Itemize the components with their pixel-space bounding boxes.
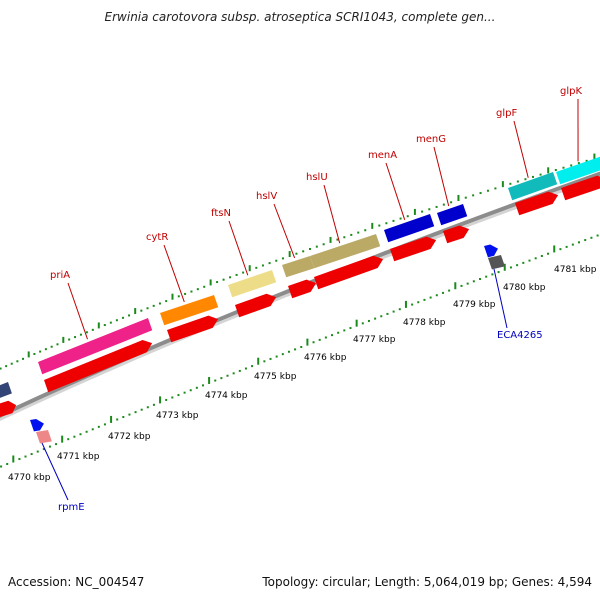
partial-cds-arrow bbox=[0, 400, 17, 418]
gene-label: priA bbox=[50, 270, 70, 281]
cds-arrow bbox=[288, 279, 317, 299]
scale-label: 4770 kbp bbox=[8, 473, 51, 483]
cds-arrow bbox=[515, 191, 559, 216]
scale-label: 4775 kbp bbox=[254, 372, 297, 382]
gene-label-leader bbox=[67, 282, 88, 340]
gene-label-leader bbox=[273, 203, 296, 259]
gene-feature-layer bbox=[0, 156, 600, 444]
cds-arrow bbox=[561, 175, 600, 201]
gene-label-layer: priA cytR ftsN hslV hslU menA menG glpF glpK rpmE… bbox=[41, 86, 582, 513]
scale-label-layer: 4770 kbp 4771 kbp 4772 kbp 4773 kbp 4774 kbp… bbox=[8, 265, 597, 483]
tick-layer bbox=[0, 153, 599, 468]
backbone-shadow bbox=[0, 172, 600, 421]
bottom-gene-box bbox=[36, 430, 52, 444]
partial-gene-box bbox=[0, 382, 12, 398]
bottom-strand-arrow bbox=[484, 244, 498, 258]
gene-label: menG bbox=[416, 134, 446, 145]
cds-arrow bbox=[443, 225, 470, 244]
cds-arrow bbox=[44, 340, 153, 393]
gene-box bbox=[508, 172, 558, 201]
gene-box bbox=[38, 318, 153, 375]
scale-label: 4778 kbp bbox=[403, 318, 446, 328]
gene-label: menA bbox=[368, 150, 397, 161]
cds-arrow bbox=[390, 236, 437, 262]
gene-label: hslU bbox=[306, 172, 328, 183]
gene-label: ftsN bbox=[211, 208, 231, 219]
gene-label-leader bbox=[163, 244, 185, 303]
gene-box bbox=[384, 214, 435, 243]
scale-label: 4776 kbp bbox=[304, 353, 347, 363]
cds-arrow bbox=[235, 293, 277, 318]
backbone-line bbox=[0, 171, 600, 418]
bottom-label-leader bbox=[41, 442, 69, 501]
gene-label-leader bbox=[385, 162, 406, 220]
map-title: Erwinia carotovora subsp. atroseptica SC… bbox=[104, 10, 496, 24]
bottom-strand-arrow bbox=[30, 418, 44, 432]
gene-label: hslV bbox=[256, 191, 277, 202]
bottom-label-leader bbox=[493, 268, 508, 329]
gene-label-leader bbox=[433, 146, 450, 207]
scale-label: 4772 kbp bbox=[108, 432, 151, 442]
gene-label: glpK bbox=[560, 86, 582, 97]
scale-label: 4777 kbp bbox=[353, 335, 396, 345]
gene-label-leader bbox=[228, 220, 249, 276]
bottom-gene-label: ECA4265 bbox=[497, 330, 543, 341]
bottom-gene-label: rpmE bbox=[58, 502, 85, 513]
cds-arrow bbox=[314, 255, 384, 290]
scale-label: 4781 kbp bbox=[554, 265, 597, 275]
gene-label-leader bbox=[323, 184, 341, 244]
scale-label: 4780 kbp bbox=[503, 283, 546, 293]
gene-box bbox=[556, 156, 600, 185]
scale-label: 4773 kbp bbox=[156, 411, 199, 421]
scale-label: 4779 kbp bbox=[453, 300, 496, 310]
gene-box bbox=[228, 270, 277, 298]
gene-label-leader bbox=[513, 120, 529, 178]
gene-box bbox=[160, 295, 219, 326]
cds-arrow bbox=[167, 315, 219, 343]
gene-box bbox=[310, 234, 381, 269]
accession-text: Accession: NC_004547 bbox=[8, 575, 145, 589]
gene-box bbox=[282, 256, 315, 278]
gene-label: glpF bbox=[496, 108, 517, 119]
scale-label: 4774 kbp bbox=[205, 391, 248, 401]
backbone-layer bbox=[0, 171, 600, 421]
bottom-gene-box bbox=[488, 255, 505, 270]
topology-text: Topology: circular; Length: 5,064,019 bp… bbox=[262, 575, 592, 589]
gene-label: cytR bbox=[146, 232, 168, 243]
gene-box bbox=[437, 204, 468, 226]
scale-label: 4771 kbp bbox=[57, 452, 100, 462]
